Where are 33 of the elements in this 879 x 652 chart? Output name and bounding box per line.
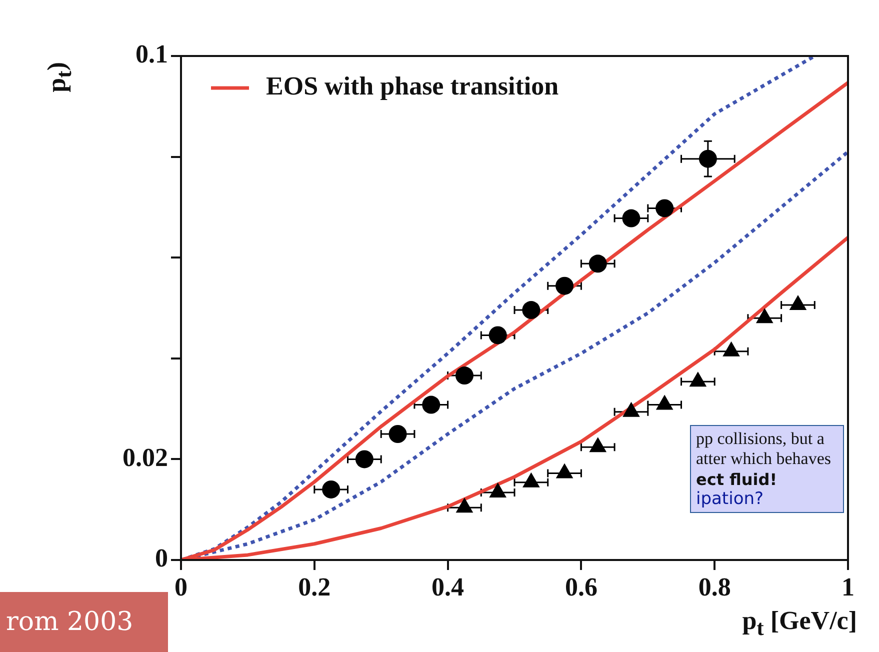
x-tick-label: 1 bbox=[842, 572, 854, 602]
point bbox=[722, 341, 740, 356]
point bbox=[522, 301, 540, 320]
point bbox=[656, 199, 674, 218]
point bbox=[556, 276, 574, 295]
point bbox=[756, 308, 774, 324]
annotation: atter which behaves bbox=[696, 449, 832, 470]
point bbox=[556, 463, 574, 478]
point bbox=[456, 498, 474, 513]
y-tick-label: 0.1 bbox=[136, 40, 168, 69]
x-axis-title: p$_{t}$ [GeV/c] bbox=[742, 606, 857, 642]
x-tick-label: 0.8 bbox=[698, 572, 731, 602]
y-tick-label: 0.02 bbox=[122, 442, 168, 472]
point bbox=[622, 402, 640, 417]
y-tick-label: 0 bbox=[155, 544, 168, 573]
point bbox=[488, 326, 507, 344]
x-tick-label: 0.6 bbox=[564, 572, 598, 602]
annotation: pp collisions, but a bbox=[696, 429, 826, 450]
annotation: ect fluid! bbox=[696, 470, 778, 489]
x-tick-label: 0 bbox=[174, 572, 188, 602]
point bbox=[698, 150, 717, 168]
point bbox=[588, 254, 607, 273]
point bbox=[656, 394, 674, 410]
legend-label: EOS with phase transition bbox=[266, 72, 560, 101]
point bbox=[522, 472, 540, 488]
point bbox=[622, 209, 640, 228]
point bbox=[589, 437, 607, 452]
point bbox=[689, 372, 707, 387]
x-tick-label: 0.2 bbox=[298, 572, 331, 602]
annotation: ipation? bbox=[696, 488, 765, 510]
text: rom 2003 bbox=[0, 592, 168, 652]
point bbox=[489, 482, 506, 498]
x-tick-label: 0.4 bbox=[432, 572, 464, 602]
